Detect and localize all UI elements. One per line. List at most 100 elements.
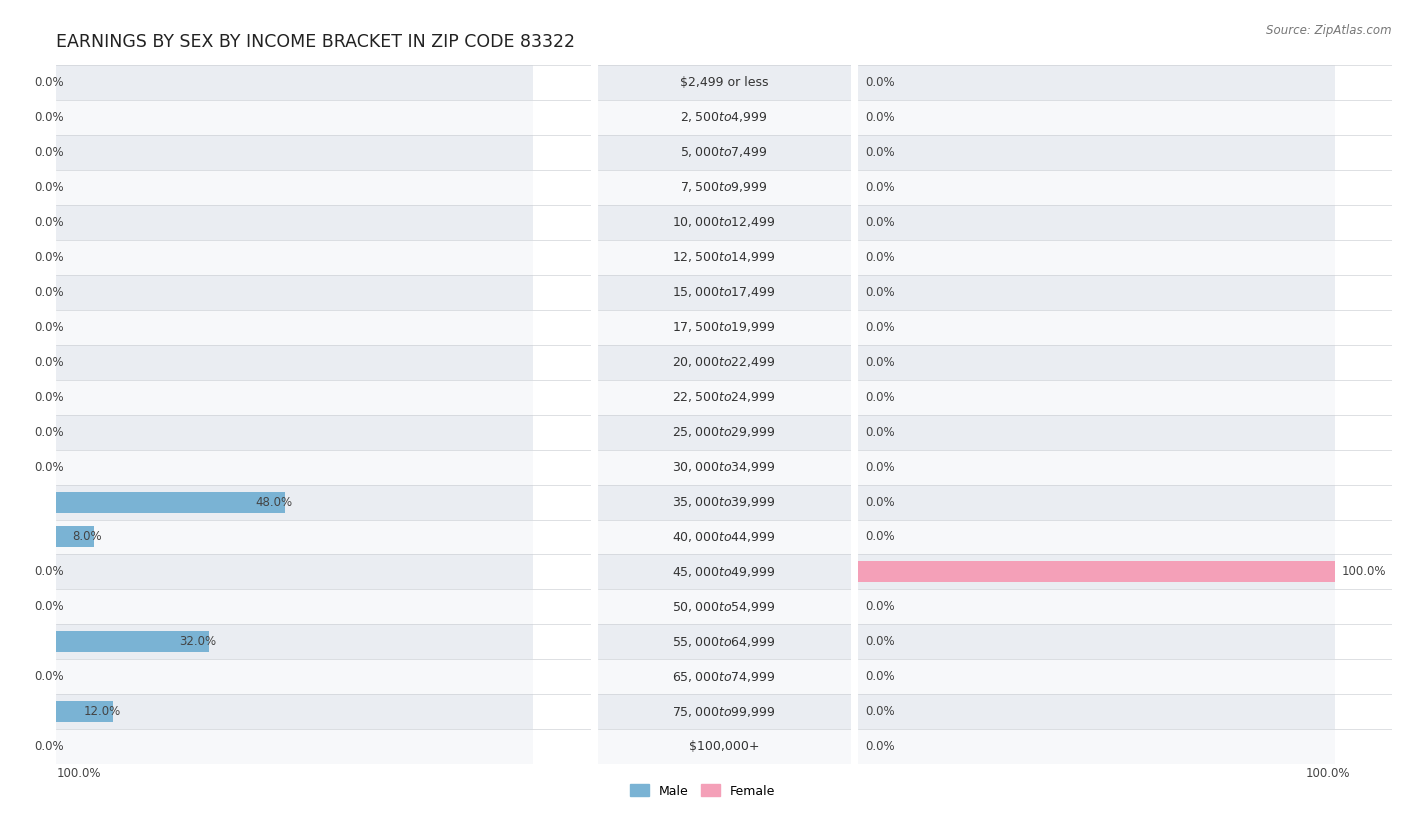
Bar xyxy=(598,415,851,450)
Text: 32.0%: 32.0% xyxy=(179,636,217,648)
Text: 48.0%: 48.0% xyxy=(256,496,292,508)
Text: $25,000 to $29,999: $25,000 to $29,999 xyxy=(672,425,776,439)
Bar xyxy=(598,659,851,694)
Bar xyxy=(56,450,533,485)
Bar xyxy=(598,170,851,205)
Text: $35,000 to $39,999: $35,000 to $39,999 xyxy=(672,495,776,509)
Text: $15,000 to $17,499: $15,000 to $17,499 xyxy=(672,285,776,299)
Bar xyxy=(56,65,533,100)
Text: 12.0%: 12.0% xyxy=(83,706,121,718)
Text: $55,000 to $64,999: $55,000 to $64,999 xyxy=(672,635,776,649)
Text: 0.0%: 0.0% xyxy=(34,111,63,124)
Bar xyxy=(598,589,851,624)
Bar xyxy=(56,240,533,275)
Text: 0.0%: 0.0% xyxy=(34,426,63,438)
Bar xyxy=(56,492,285,512)
Bar xyxy=(56,729,533,764)
Text: 0.0%: 0.0% xyxy=(865,356,894,368)
Text: 0.0%: 0.0% xyxy=(34,601,63,613)
Bar xyxy=(598,275,851,310)
Text: 0.0%: 0.0% xyxy=(865,251,894,263)
Bar xyxy=(56,520,533,554)
Bar xyxy=(56,310,533,345)
Text: 0.0%: 0.0% xyxy=(865,531,894,543)
Text: 100.0%: 100.0% xyxy=(56,767,101,780)
Text: $2,500 to $4,999: $2,500 to $4,999 xyxy=(681,111,768,124)
Bar xyxy=(858,65,1334,100)
Bar xyxy=(858,310,1334,345)
Bar xyxy=(858,100,1334,135)
Text: 0.0%: 0.0% xyxy=(865,426,894,438)
Text: 0.0%: 0.0% xyxy=(865,636,894,648)
Text: 0.0%: 0.0% xyxy=(865,76,894,89)
Bar xyxy=(56,659,533,694)
Text: 0.0%: 0.0% xyxy=(865,216,894,228)
Bar xyxy=(56,100,533,135)
Bar xyxy=(598,624,851,659)
Text: EARNINGS BY SEX BY INCOME BRACKET IN ZIP CODE 83322: EARNINGS BY SEX BY INCOME BRACKET IN ZIP… xyxy=(56,33,575,50)
Bar xyxy=(858,275,1334,310)
Text: 8.0%: 8.0% xyxy=(72,531,101,543)
Text: 100.0%: 100.0% xyxy=(1341,566,1386,578)
Text: 0.0%: 0.0% xyxy=(34,461,63,473)
Text: 0.0%: 0.0% xyxy=(865,461,894,473)
Bar xyxy=(56,624,533,659)
Bar xyxy=(56,632,209,652)
Text: 0.0%: 0.0% xyxy=(865,286,894,298)
Text: $2,499 or less: $2,499 or less xyxy=(681,76,768,89)
Bar xyxy=(56,345,533,380)
Text: 0.0%: 0.0% xyxy=(34,216,63,228)
Bar xyxy=(598,485,851,520)
Bar xyxy=(858,659,1334,694)
Bar xyxy=(56,135,533,170)
Bar xyxy=(598,729,851,764)
Text: $5,000 to $7,499: $5,000 to $7,499 xyxy=(681,146,768,159)
Bar xyxy=(598,205,851,240)
Text: $22,500 to $24,999: $22,500 to $24,999 xyxy=(672,390,776,404)
Bar xyxy=(598,310,851,345)
Bar xyxy=(56,485,533,520)
Text: $65,000 to $74,999: $65,000 to $74,999 xyxy=(672,670,776,684)
Text: 0.0%: 0.0% xyxy=(865,111,894,124)
Bar xyxy=(858,415,1334,450)
Text: $30,000 to $34,999: $30,000 to $34,999 xyxy=(672,460,776,474)
Text: $10,000 to $12,499: $10,000 to $12,499 xyxy=(672,215,776,229)
Bar xyxy=(598,345,851,380)
Bar xyxy=(56,415,533,450)
Text: 0.0%: 0.0% xyxy=(34,181,63,193)
Bar xyxy=(598,135,851,170)
Text: $20,000 to $22,499: $20,000 to $22,499 xyxy=(672,355,776,369)
Bar xyxy=(858,554,1334,589)
Text: 0.0%: 0.0% xyxy=(865,741,894,753)
Bar xyxy=(858,562,1334,582)
Bar xyxy=(598,240,851,275)
Text: $12,500 to $14,999: $12,500 to $14,999 xyxy=(672,250,776,264)
Bar xyxy=(858,520,1334,554)
Bar xyxy=(598,554,851,589)
Bar xyxy=(858,205,1334,240)
Text: $45,000 to $49,999: $45,000 to $49,999 xyxy=(672,565,776,579)
Bar xyxy=(858,624,1334,659)
Text: 0.0%: 0.0% xyxy=(34,741,63,753)
Bar xyxy=(858,485,1334,520)
Bar xyxy=(56,170,533,205)
Text: 0.0%: 0.0% xyxy=(865,496,894,508)
Bar xyxy=(56,205,533,240)
Text: $50,000 to $54,999: $50,000 to $54,999 xyxy=(672,600,776,614)
Text: 0.0%: 0.0% xyxy=(34,146,63,159)
Bar xyxy=(598,520,851,554)
Text: $75,000 to $99,999: $75,000 to $99,999 xyxy=(672,705,776,719)
Text: 0.0%: 0.0% xyxy=(34,566,63,578)
Text: 0.0%: 0.0% xyxy=(34,321,63,333)
Text: 0.0%: 0.0% xyxy=(34,671,63,683)
Text: 100.0%: 100.0% xyxy=(1305,767,1350,780)
Text: Source: ZipAtlas.com: Source: ZipAtlas.com xyxy=(1267,24,1392,37)
Text: 0.0%: 0.0% xyxy=(865,321,894,333)
Text: 0.0%: 0.0% xyxy=(34,391,63,403)
Bar xyxy=(56,380,533,415)
Bar xyxy=(858,240,1334,275)
Bar xyxy=(598,694,851,729)
Text: 0.0%: 0.0% xyxy=(34,356,63,368)
Text: 0.0%: 0.0% xyxy=(865,671,894,683)
Bar xyxy=(56,589,533,624)
